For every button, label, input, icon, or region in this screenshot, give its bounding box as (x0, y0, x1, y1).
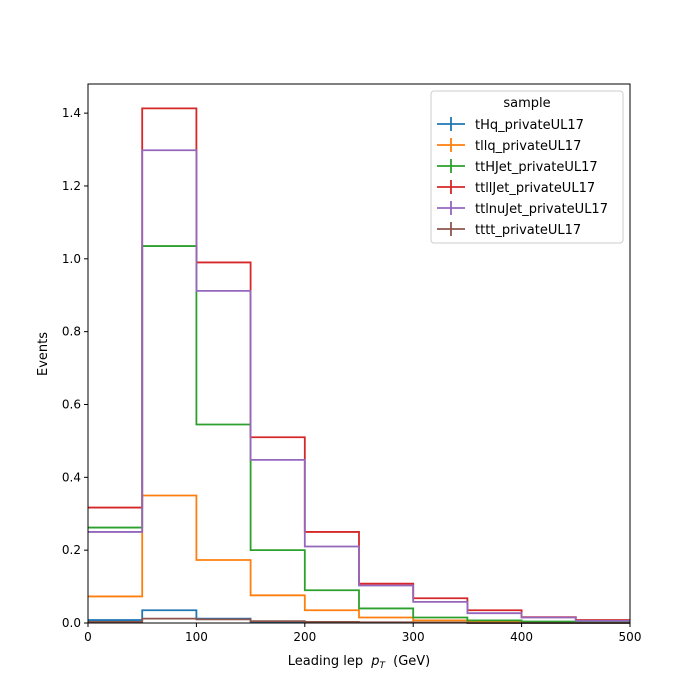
y-tick-label: 0.4 (62, 470, 81, 484)
x-axis-label-p: p (370, 654, 379, 669)
x-tick-label: 0 (84, 630, 92, 644)
y-axis-ticks: 0.0 0.2 0.4 0.6 0.8 1.0 1.2 1.4 (62, 106, 88, 630)
x-axis-label-text: Leading lep (288, 654, 363, 669)
step-line-ttlnuJet_privateUL17 (88, 149, 630, 622)
y-tick-label: 0.0 (62, 616, 81, 630)
legend-box (430, 90, 624, 244)
y-tick-label: 0.2 (62, 543, 81, 557)
plot-frame (87, 83, 631, 624)
series-layer (88, 107, 630, 624)
x-tick-label: 400 (510, 630, 533, 644)
legend-item-tllq_privateUL17: tllq_privateUL17 (437, 138, 581, 154)
series-ttlnuJet_privateUL17 (88, 149, 630, 622)
x-tick-label: 200 (293, 630, 316, 644)
legend-label: tHq_privateUL17 (475, 118, 584, 133)
x-tick-label: 300 (402, 630, 425, 644)
legend-title: sample (503, 96, 550, 111)
legend-items: tHq_privateUL17 tllq_privateUL17 ttHJet_pr… (437, 117, 608, 238)
legend-item-tttt_privateUL17: tttt_privateUL17 (437, 222, 581, 238)
y-tick-label: 0.6 (62, 397, 81, 411)
legend-item-ttlnuJet_privateUL17: ttlnuJet_privateUL17 (437, 201, 608, 217)
y-tick-label: 1.0 (62, 252, 81, 266)
x-axis-label: Leading lep pT (GeV) (288, 654, 430, 672)
legend-item-ttllJet_privateUL17: ttllJet_privateUL17 (437, 180, 595, 196)
x-tick-label: 500 (619, 630, 642, 644)
x-axis-label-sub: T (379, 661, 386, 671)
legend-label: ttHJet_privateUL17 (475, 160, 598, 175)
y-tick-label: 0.8 (62, 325, 81, 339)
y-tick-label: 1.2 (62, 179, 81, 193)
y-tick-label: 1.4 (62, 106, 81, 120)
x-tick-label: 100 (185, 630, 208, 644)
legend: sample tHq_privateUL17 tllq_privateUL17tt… (430, 90, 624, 244)
y-axis-label: Events (36, 332, 51, 376)
legend-label: ttlnuJet_privateUL17 (475, 202, 608, 217)
legend-item-tHq_privateUL17: tHq_privateUL17 (437, 117, 584, 133)
legend-label: tllq_privateUL17 (475, 139, 581, 154)
x-axis-label-unit: (GeV) (393, 654, 430, 669)
legend-label: tttt_privateUL17 (475, 223, 581, 238)
x-axis-ticks: 0 100 200 300 400 500 (84, 623, 641, 644)
legend-item-ttHJet_privateUL17: ttHJet_privateUL17 (437, 159, 598, 175)
legend-label: ttllJet_privateUL17 (475, 181, 595, 196)
